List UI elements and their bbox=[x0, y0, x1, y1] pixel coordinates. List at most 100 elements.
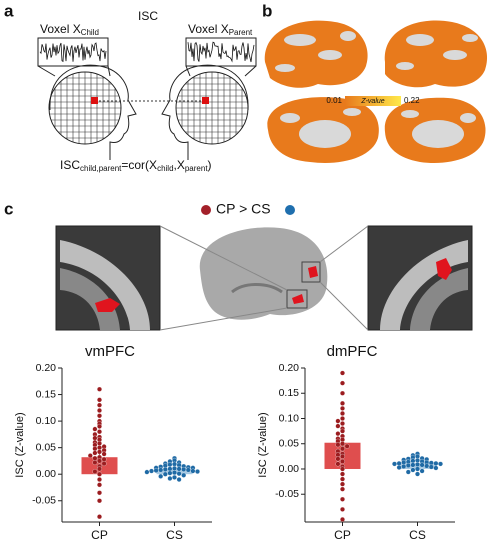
data-point bbox=[97, 466, 102, 472]
data-point bbox=[340, 400, 345, 406]
colorbar-min: 0.01 bbox=[326, 96, 342, 105]
y-tick-label: 0.20 bbox=[36, 362, 57, 374]
data-point bbox=[167, 462, 173, 468]
data-point bbox=[410, 462, 416, 468]
data-point bbox=[92, 450, 98, 456]
data-point bbox=[340, 370, 345, 376]
eq-sub: parent bbox=[185, 164, 208, 173]
data-point bbox=[97, 413, 102, 419]
data-point bbox=[97, 449, 102, 455]
data-point bbox=[335, 461, 341, 467]
data-point bbox=[162, 471, 168, 477]
data-point bbox=[97, 429, 102, 435]
data-point bbox=[97, 471, 102, 477]
legend-dot bbox=[201, 205, 211, 215]
data-point bbox=[181, 466, 187, 472]
data-point bbox=[92, 460, 98, 465]
eq-part: ) bbox=[208, 158, 212, 172]
data-point bbox=[415, 471, 420, 477]
panel-label: c bbox=[4, 199, 13, 218]
data-point bbox=[167, 476, 173, 481]
data-point bbox=[97, 514, 102, 520]
voxel-sub: Parent bbox=[229, 28, 253, 37]
data-point bbox=[340, 441, 345, 447]
data-point bbox=[101, 456, 107, 462]
data-point bbox=[428, 464, 434, 470]
colorbar-title: Z-value bbox=[360, 98, 384, 105]
data-point bbox=[340, 471, 345, 477]
data-point bbox=[172, 465, 177, 471]
voxel-sub: Child bbox=[81, 28, 99, 37]
data-point bbox=[335, 456, 341, 462]
data-point bbox=[340, 405, 345, 411]
data-point bbox=[162, 466, 168, 472]
data-point bbox=[97, 445, 102, 451]
y-tick-label: 0.15 bbox=[36, 388, 57, 400]
data-point bbox=[144, 469, 150, 475]
y-axis-label: ISC (Z-value) bbox=[14, 412, 26, 477]
y-tick-label: -0.05 bbox=[32, 495, 56, 507]
colorbar bbox=[345, 96, 401, 106]
data-point bbox=[401, 464, 407, 469]
legend-dot bbox=[285, 205, 295, 215]
x-tick-label: CS bbox=[409, 528, 426, 542]
data-point bbox=[392, 461, 397, 467]
y-tick-label: 0.10 bbox=[36, 415, 57, 427]
brain-surfaces bbox=[264, 20, 488, 164]
data-point bbox=[176, 471, 182, 477]
data-point bbox=[97, 386, 102, 392]
data-point bbox=[419, 468, 425, 474]
x-tick-label: CP bbox=[91, 528, 108, 542]
data-point bbox=[176, 466, 182, 472]
data-point bbox=[158, 473, 164, 479]
data-point bbox=[172, 461, 177, 467]
data-point bbox=[340, 496, 345, 502]
data-point bbox=[97, 498, 102, 504]
data-point bbox=[92, 426, 98, 432]
data-point bbox=[97, 423, 102, 429]
panel-label: a bbox=[4, 1, 14, 20]
data-point bbox=[396, 465, 402, 470]
data-point bbox=[97, 482, 102, 488]
data-point bbox=[340, 486, 345, 492]
panel-label: b bbox=[262, 1, 272, 20]
data-point bbox=[340, 476, 345, 482]
data-point bbox=[340, 380, 345, 386]
data-point bbox=[340, 466, 345, 472]
data-point bbox=[335, 418, 341, 424]
y-tick-label: 0.05 bbox=[36, 441, 57, 453]
data-point bbox=[340, 410, 345, 416]
data-point bbox=[167, 466, 173, 472]
data-point bbox=[340, 506, 345, 512]
data-point bbox=[405, 469, 411, 475]
data-point bbox=[415, 461, 420, 467]
data-point bbox=[340, 416, 345, 421]
head-outline bbox=[49, 64, 137, 160]
x-tick-label: CS bbox=[166, 528, 183, 542]
brain-outline bbox=[175, 71, 249, 145]
data-point bbox=[335, 442, 341, 448]
data-point bbox=[335, 431, 341, 437]
data-point bbox=[410, 467, 416, 473]
y-tick-label: 0.00 bbox=[36, 468, 57, 480]
voxel bbox=[202, 97, 209, 104]
mri-images bbox=[55, 225, 473, 331]
brain-outline bbox=[48, 71, 122, 145]
data-point bbox=[344, 443, 350, 449]
x-tick-label: CP bbox=[334, 528, 351, 542]
data-point bbox=[149, 468, 154, 474]
eq-sub: child bbox=[157, 164, 173, 173]
data-point bbox=[92, 435, 98, 441]
data-point bbox=[415, 466, 420, 472]
data-point bbox=[87, 453, 93, 459]
eq-part: ,X bbox=[174, 158, 185, 172]
y-tick-label: -0.05 bbox=[275, 488, 299, 500]
data-point bbox=[101, 451, 107, 457]
data-point bbox=[158, 467, 164, 473]
data-point bbox=[181, 472, 187, 478]
data-point bbox=[340, 481, 345, 487]
data-point bbox=[340, 458, 345, 464]
equation: ISCchild,parent=cor(Xchild,Xparent) bbox=[60, 158, 212, 173]
charts: vmPFC ISC (Z-value) -0.05 0.00 0.05 0.10 0.15 0… bbox=[14, 343, 455, 542]
